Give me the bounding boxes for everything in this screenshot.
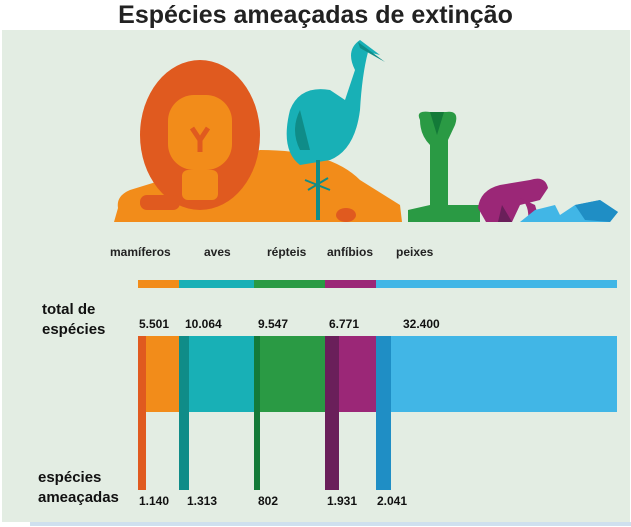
total-value-mamiferos: 5.501 — [139, 317, 170, 331]
total-value-aves: 10.064 — [185, 317, 222, 331]
category-label-aves: aves — [204, 245, 231, 259]
heron-icon — [286, 40, 385, 220]
legend-segment-anfibios — [325, 280, 376, 288]
category-label-mamiferos: mamíferos — [110, 245, 171, 259]
legend-segment-peixes — [375, 280, 617, 288]
threatened-row-label-line1: espécies — [38, 469, 102, 486]
lion-icon — [114, 60, 402, 222]
category-label-anfibios: anfíbios — [327, 245, 374, 259]
total-row-label-line2: espécies — [42, 321, 106, 338]
threatened-row-label-line2: ameaçadas — [38, 489, 119, 506]
legend-segment-aves — [178, 280, 254, 288]
threatened-value-anfibios: 1.931 — [327, 494, 358, 508]
total-bar-peixes — [375, 336, 617, 412]
total-row-label-line1: total de — [42, 301, 96, 318]
threatened-bar-aves — [178, 336, 189, 490]
legend-segment-repteis — [253, 280, 326, 288]
threatened-bar-repteis — [253, 336, 260, 490]
snake-icon — [408, 111, 480, 222]
total-value-anfibios: 6.771 — [329, 317, 360, 331]
threatened-value-peixes: 2.041 — [377, 494, 408, 508]
category-label-repteis: répteis — [267, 245, 307, 259]
total-value-repteis: 9.547 — [258, 317, 289, 331]
threatened-bar-peixes — [375, 336, 391, 490]
threatened-value-repteis: 802 — [258, 494, 279, 508]
total-bar-repteis — [253, 336, 326, 412]
threatened-bar-mamiferos — [138, 336, 147, 490]
threatened-bar-anfibios — [325, 336, 340, 490]
chart-title: Espécies ameaçadas de extinção — [118, 1, 513, 29]
total-row-label: total de espécies — [42, 300, 105, 340]
threatened-row-label: espécies ameaçadas — [38, 468, 119, 508]
threatened-value-aves: 1.313 — [187, 494, 218, 508]
category-label-peixes: peixes — [396, 245, 434, 259]
legend-segment-mamiferos — [138, 280, 179, 288]
total-value-peixes: 32.400 — [403, 317, 440, 331]
total-bar-aves — [178, 336, 254, 412]
animals-illustration — [114, 40, 618, 222]
fish-icon — [520, 200, 618, 222]
threatened-value-mamiferos: 1.140 — [139, 494, 170, 508]
bottom-rule — [30, 522, 631, 526]
